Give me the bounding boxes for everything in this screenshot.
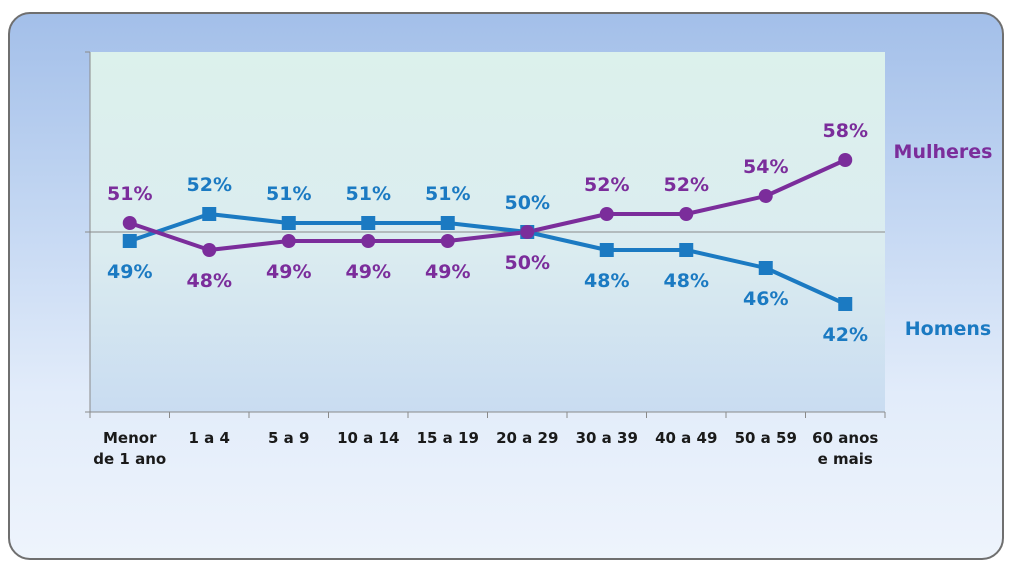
data-label-mulheres: 58%: [823, 120, 868, 142]
data-label-homens: 51%: [266, 183, 311, 205]
data-label-mulheres: 52%: [584, 174, 629, 196]
x-tick-label-line: 30 a 39: [576, 429, 638, 447]
data-label-homens: 52%: [187, 174, 232, 196]
point-homens: [122, 234, 137, 248]
x-tick-label: 10 a 14: [337, 429, 399, 447]
series-line-mulheres: [129, 158, 847, 252]
x-tick-labels: Menor de 1 ano 1 a 4 5 a 9 10 a 14 15 a 19 20 …: [93, 429, 878, 468]
data-label-homens: 49%: [107, 261, 152, 283]
axes: [85, 51, 886, 418]
point-mulheres: [520, 225, 535, 239]
x-tick-label-line: 60 anos: [812, 429, 878, 447]
x-tick-label-line: Menor: [103, 429, 157, 447]
point-homens: [758, 261, 773, 275]
point-mulheres: [202, 243, 217, 257]
x-tick-label-line: 5 a 9: [268, 429, 309, 447]
data-label-mulheres: 49%: [425, 261, 470, 283]
point-mulheres: [758, 189, 773, 203]
data-label-mulheres: 50%: [505, 252, 550, 274]
line-chart: Menor de 1 ano 1 a 4 5 a 9 10 a 14 15 a 19 20 …: [85, 51, 993, 468]
point-homens: [838, 297, 853, 311]
point-mulheres: [679, 207, 694, 221]
x-tick-label: 40 a 49: [655, 429, 717, 447]
data-label-homens: 42%: [823, 324, 868, 346]
x-tick-label: 20 a 29: [496, 429, 558, 447]
data-label-homens: 46%: [743, 288, 788, 310]
x-tick-label: 15 a 19: [417, 429, 479, 447]
data-label-mulheres: 54%: [743, 156, 788, 178]
point-mulheres: [281, 234, 296, 248]
data-label-homens: 50%: [505, 192, 550, 214]
x-tick-label: 5 a 9: [268, 429, 309, 447]
chart-frame: Menor de 1 ano 1 a 4 5 a 9 10 a 14 15 a 19 20 …: [8, 12, 1004, 560]
point-homens: [679, 243, 694, 257]
data-label-mulheres: 51%: [107, 183, 152, 205]
data-label-mulheres: 49%: [346, 261, 391, 283]
series-name-labels: Mulheres Homens: [894, 141, 993, 340]
x-tick-label-line: 40 a 49: [655, 429, 717, 447]
x-tick-label: Menor de 1 ano: [93, 429, 166, 468]
x-tick-label-line: 20 a 29: [496, 429, 558, 447]
point-homens: [202, 207, 217, 221]
point-homens: [599, 243, 614, 257]
x-tick-label-line: e mais: [818, 450, 873, 468]
series-layer: [122, 153, 853, 311]
x-tick-label-line: 15 a 19: [417, 429, 479, 447]
point-mulheres: [838, 153, 853, 167]
point-homens: [281, 216, 296, 230]
point-mulheres: [122, 216, 137, 230]
data-label-mulheres: 52%: [664, 174, 709, 196]
x-tick-label: 30 a 39: [576, 429, 638, 447]
x-tick-label-line: de 1 ano: [93, 450, 166, 468]
data-label-mulheres: 49%: [266, 261, 311, 283]
x-tick-label-line: 1 a 4: [189, 429, 230, 447]
data-label-homens: 51%: [425, 183, 470, 205]
point-homens: [361, 216, 376, 230]
data-label-homens: 51%: [346, 183, 391, 205]
point-mulheres: [440, 234, 455, 248]
x-tick-label-line: 50 a 59: [735, 429, 797, 447]
point-homens: [440, 216, 455, 230]
data-label-homens: 48%: [584, 270, 629, 292]
x-tick-label: 1 a 4: [189, 429, 230, 447]
series-line-homens: [129, 212, 847, 306]
x-tick-label: 50 a 59: [735, 429, 797, 447]
series-label-mulheres: Mulheres: [894, 141, 993, 163]
point-mulheres: [361, 234, 376, 248]
data-labels: 51% 49% 52% 48% 51% 49% 51% 49% 51% 49% 50% 50% 52% 4…: [107, 120, 868, 346]
x-tick-label-line: 10 a 14: [337, 429, 399, 447]
point-mulheres: [599, 207, 614, 221]
series-label-homens: Homens: [905, 318, 991, 340]
data-label-homens: 48%: [664, 270, 709, 292]
x-tick-label: 60 anos e mais: [812, 429, 878, 468]
data-label-mulheres: 48%: [187, 270, 232, 292]
